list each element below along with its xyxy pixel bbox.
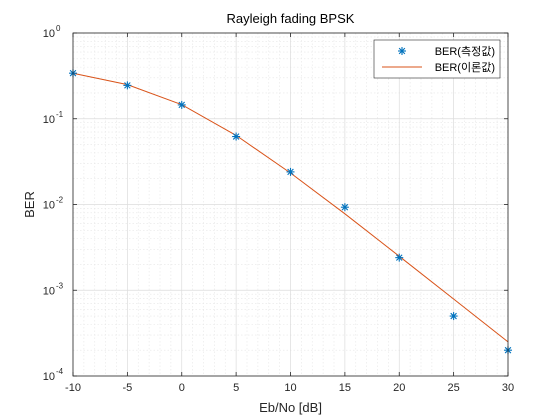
- data-point-measured: [395, 253, 404, 262]
- y-tick-label-base: 10: [43, 114, 55, 126]
- data-point-measured: [340, 203, 349, 212]
- x-tick-label: 15: [339, 382, 351, 394]
- marker-stroke: [124, 82, 131, 89]
- marker-stroke: [178, 101, 186, 109]
- legend-label-measured: BER(측정값): [435, 45, 495, 58]
- data-point-measured: [177, 100, 186, 109]
- x-tick-label: 10: [284, 382, 296, 394]
- marker-stroke: [341, 203, 349, 211]
- legend-box: [373, 39, 501, 79]
- x-tick-label: -5: [122, 382, 132, 394]
- data-point-measured: [449, 312, 458, 321]
- y-axis-label: BER: [22, 191, 37, 218]
- y-tick-label-exponent: 0: [56, 24, 61, 33]
- legend-marker-glyph: [398, 47, 406, 55]
- x-tick-label: 25: [448, 382, 460, 394]
- x-tick-label: 20: [393, 382, 405, 394]
- legend: BER(측정값) BER(이론값): [373, 39, 501, 79]
- y-tick-label-exponent: -1: [56, 110, 64, 119]
- y-tick-label-base: 10: [43, 285, 55, 297]
- marker-stroke: [232, 133, 240, 140]
- x-tick-label: 30: [502, 382, 514, 394]
- x-axis-label: Eb/No [dB]: [259, 400, 322, 415]
- marker-stroke: [398, 47, 406, 55]
- x-tick-label: 0: [179, 382, 185, 394]
- legend-label-theory: BER(이론값): [435, 61, 495, 74]
- y-tick-label-exponent: -2: [56, 196, 64, 205]
- x-tick-label: 5: [233, 382, 239, 394]
- x-tick-label: -10: [65, 382, 81, 394]
- marker-stroke: [287, 168, 294, 176]
- data-point-measured: [232, 132, 241, 141]
- y-tick-label-base: 10: [43, 28, 55, 40]
- legend-marker-measured: [398, 47, 406, 55]
- y-tick-label-exponent: -4: [56, 367, 64, 376]
- y-tick-label-base: 10: [43, 371, 55, 383]
- data-point-measured: [286, 167, 295, 176]
- y-tick-label-base: 10: [43, 200, 55, 212]
- marker-stroke: [450, 312, 457, 320]
- data-point-measured: [123, 81, 132, 90]
- y-tick-label-exponent: -3: [56, 281, 64, 290]
- marker-stroke: [395, 254, 403, 261]
- chart-title: Rayleigh fading BPSK: [227, 11, 355, 26]
